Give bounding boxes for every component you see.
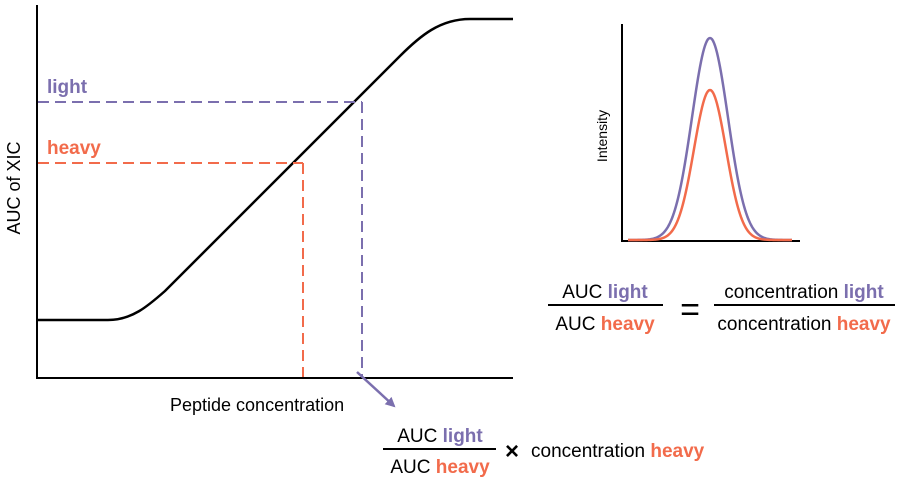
light-label: light <box>47 77 88 98</box>
main-plot: light heavy AUC of XIC Peptide concentra… <box>4 5 513 415</box>
result-arrow <box>356 371 396 408</box>
result-auc-light-numerator: AUC light <box>397 426 483 447</box>
concentration-heavy-denominator: concentration heavy <box>717 314 891 335</box>
x-axis-label: Peptide concentration <box>170 395 344 415</box>
concentration-heavy-term: concentration heavy <box>531 441 705 462</box>
auc-light-numerator: AUC light <box>562 282 648 303</box>
concentration-light-numerator: concentration light <box>724 282 884 303</box>
auc-heavy-denominator: AUC heavy <box>555 314 655 335</box>
result-equation: AUC light AUC heavy × concentration heav… <box>383 426 705 478</box>
ratio-equation: AUC light AUC heavy = concentration ligh… <box>548 282 895 335</box>
calibration-curve <box>37 17 513 322</box>
result-auc-heavy-denominator: AUC heavy <box>390 457 490 478</box>
inset-plot: Intensity <box>594 24 800 242</box>
equals-sign: = <box>680 291 700 329</box>
light-peak <box>628 36 792 242</box>
heavy-label: heavy <box>47 138 101 159</box>
multiply-sign: × <box>505 438 519 465</box>
y-axis-label: AUC of XIC <box>4 141 24 234</box>
heavy-peak <box>628 88 792 242</box>
intensity-label: Intensity <box>594 110 610 162</box>
